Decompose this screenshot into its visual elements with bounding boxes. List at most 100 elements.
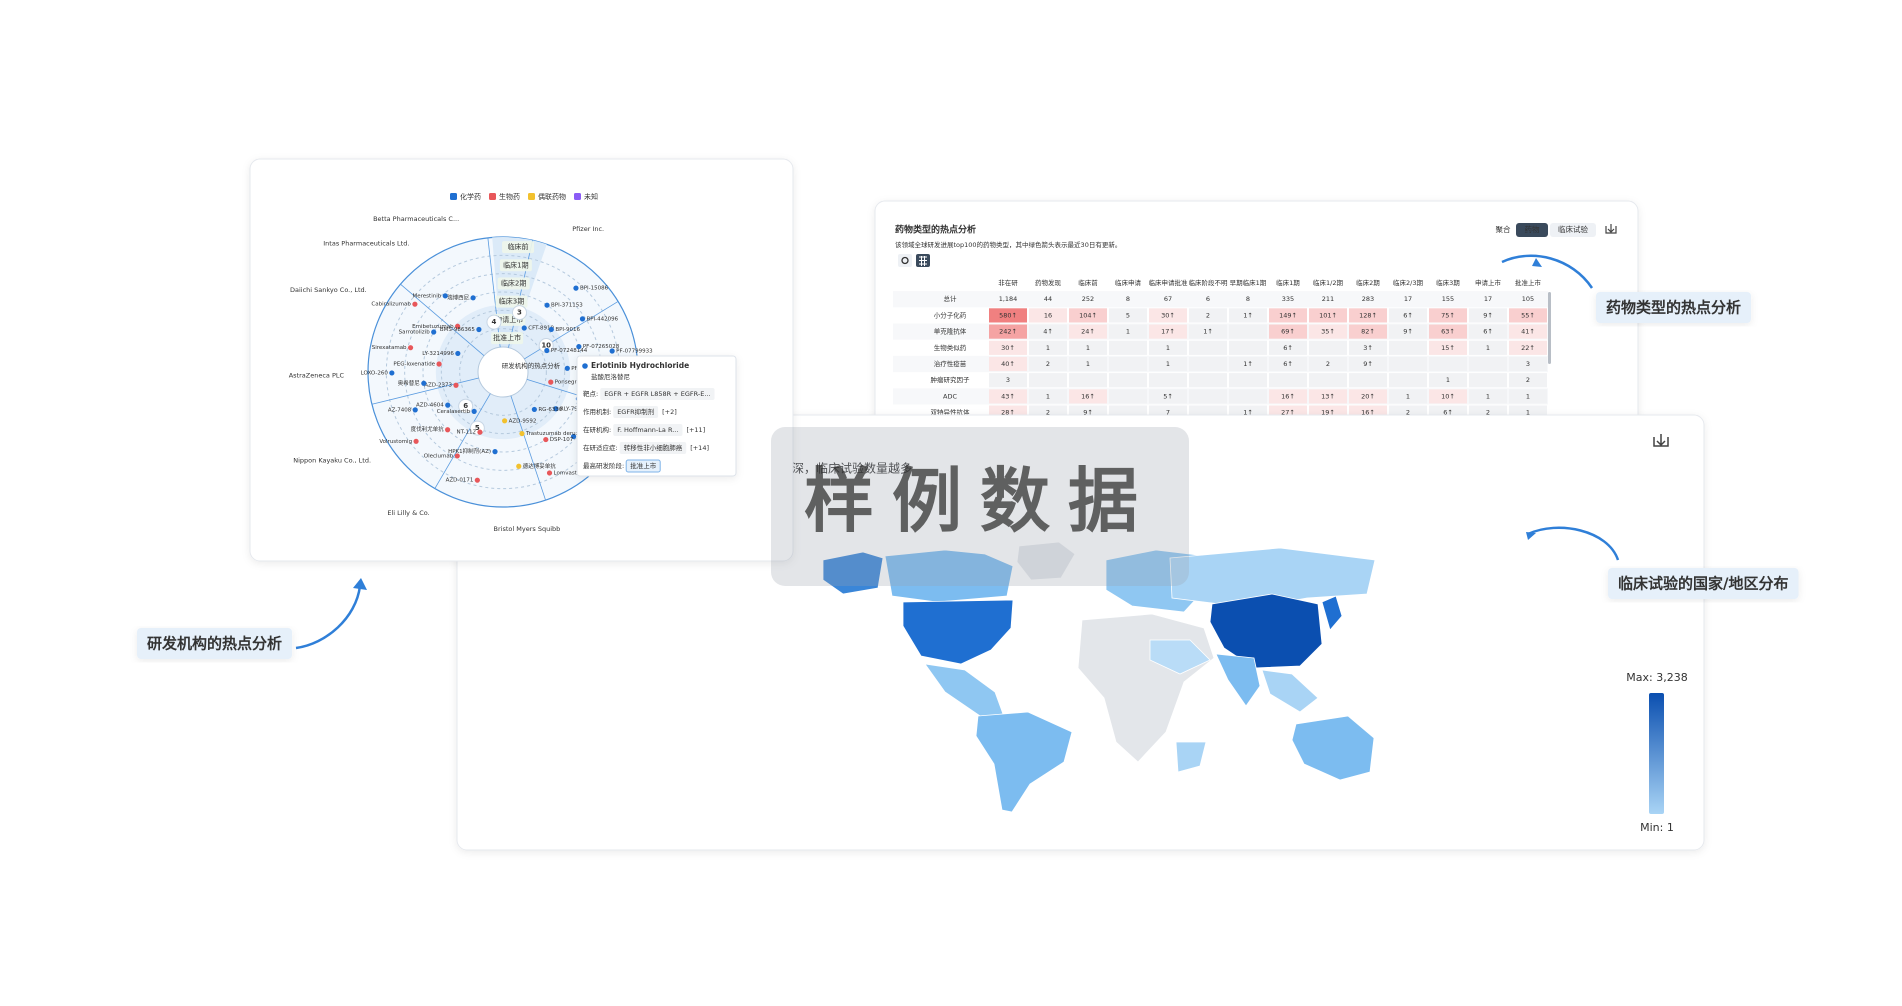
cell-value: 5↑ — [1163, 392, 1173, 400]
cell-value: 101↑ — [1319, 311, 1337, 319]
legend-swatch — [574, 193, 581, 200]
organization[interactable]: Intas Pharmaceuticals Ltd. — [323, 239, 409, 247]
cell-value: 9↑ — [1403, 328, 1413, 336]
cell-value: 1↑ — [1243, 360, 1253, 368]
cell-value: 43↑ — [1001, 392, 1015, 400]
drug-dot[interactable] — [544, 348, 549, 353]
toggle-option[interactable]: 临床试验 — [1558, 224, 1588, 234]
cell-value: 1 — [1486, 392, 1490, 400]
drug-dot[interactable] — [476, 327, 481, 332]
cell-value: 1 — [1166, 344, 1170, 352]
cell-value: 63↑ — [1441, 328, 1455, 336]
cell-value: 1 — [1486, 344, 1490, 352]
drug-dot[interactable] — [455, 351, 460, 356]
drug-dot[interactable] — [408, 345, 413, 350]
tooltip-more[interactable]: [+14] — [690, 444, 709, 452]
drug-dot[interactable] — [472, 409, 477, 414]
drug-dot[interactable] — [445, 427, 450, 432]
color-scale — [1649, 693, 1664, 814]
cell-value: 335 — [1282, 295, 1294, 303]
radial-card: 化学药生物药偶联药物未知临床前临床1期临床2期临床3期申请上市批准上市43105… — [250, 159, 793, 561]
stage-label: 临床前 — [508, 242, 529, 251]
organization[interactable]: Eli Lilly & Co. — [387, 509, 429, 517]
organization[interactable]: Pfizer Inc. — [572, 225, 604, 233]
tooltip-more[interactable]: [+2] — [662, 408, 677, 416]
heat-cell — [1189, 357, 1227, 371]
heat-cell — [1109, 357, 1147, 371]
drug-dot[interactable] — [453, 383, 458, 388]
drug-dot[interactable] — [519, 431, 524, 436]
drug-label: Sarrotolizib — [399, 330, 431, 336]
drug-dot[interactable] — [412, 302, 417, 307]
tooltip-more[interactable]: [+11] — [686, 426, 705, 434]
cell-value: 5 — [1126, 311, 1130, 319]
drug-dot[interactable] — [445, 403, 450, 408]
drug-label: Oleclumab — [424, 453, 454, 459]
drug-dot[interactable] — [413, 439, 418, 444]
heat-cell — [1229, 373, 1267, 387]
cell-value: 6↑ — [1283, 360, 1293, 368]
drug-dot[interactable] — [576, 344, 581, 349]
settings-button[interactable] — [898, 254, 912, 267]
drug-dot[interactable] — [436, 361, 441, 366]
toggle-option[interactable]: 药物 — [1525, 224, 1541, 234]
organization[interactable]: Daiichi Sankyo Co., Ltd. — [290, 286, 367, 294]
table-card: 药物类型的热点分析 该领域全球研发进展top100的药物类型，其中绿色箭头表示最… — [875, 201, 1638, 431]
cell-value: 580↑ — [999, 311, 1017, 319]
drug-dot[interactable] — [413, 407, 418, 412]
drug-dot[interactable] — [532, 407, 537, 412]
drug-dot[interactable] — [544, 303, 549, 308]
drug-dot[interactable] — [547, 470, 552, 475]
cell-value: 211 — [1322, 295, 1334, 303]
drug-dot[interactable] — [492, 449, 497, 454]
cell-value: 44 — [1044, 295, 1052, 303]
drug-dot[interactable] — [455, 453, 460, 458]
drug-dot[interactable] — [502, 418, 507, 423]
drug-dot[interactable] — [610, 348, 615, 353]
drug-label: BPI-15086 — [580, 286, 609, 292]
drug-dot[interactable] — [565, 366, 570, 371]
drug-dot[interactable] — [431, 329, 436, 334]
heat-cell — [1389, 341, 1427, 355]
drug-dot[interactable] — [573, 286, 578, 291]
organization[interactable]: Betta Pharmaceuticals C... — [373, 215, 459, 223]
cell-value: 2 — [1326, 360, 1330, 368]
organization[interactable]: Nippon Kayaku Co., Ltd. — [293, 457, 371, 465]
column-header: 批准上市 — [1515, 278, 1542, 287]
row-label: 总计 — [944, 294, 958, 303]
drug-dot[interactable] — [548, 380, 553, 385]
organization[interactable]: Bristol Myers Squibb — [494, 525, 561, 533]
drug-dot[interactable] — [471, 295, 476, 300]
drug-dot[interactable] — [580, 316, 585, 321]
drug-dot[interactable] — [549, 327, 554, 332]
drug-dot[interactable] — [522, 325, 527, 330]
drug-dot[interactable] — [516, 464, 521, 469]
arrow — [296, 586, 360, 648]
drug-dot[interactable] — [475, 478, 480, 483]
drug-dot[interactable] — [421, 381, 426, 386]
stage-label: 临床1期 — [503, 260, 528, 269]
cell-value: 1 — [1086, 360, 1090, 368]
cell-value: 13↑ — [1321, 392, 1335, 400]
organization[interactable]: AstraZeneca PLC — [289, 371, 345, 379]
cell-value: 8 — [1126, 295, 1130, 303]
cell-value: 6 — [1206, 295, 1210, 303]
legend-swatch — [528, 193, 535, 200]
cell-value: 149↑ — [1279, 311, 1297, 319]
heat-cell — [1309, 373, 1347, 387]
cell-value: 82↑ — [1361, 328, 1375, 336]
drug-label: AZD-2373 — [424, 383, 452, 389]
row-label: ADC — [943, 392, 957, 400]
cell-value: 252 — [1082, 295, 1094, 303]
cell-value: 3↑ — [1363, 344, 1373, 352]
cell-value: 30↑ — [1001, 344, 1015, 352]
drug-dot[interactable] — [477, 430, 482, 435]
cell-value: 4↑ — [1043, 328, 1053, 336]
drug-dot[interactable] — [543, 437, 548, 442]
callout-label: 临床试验的国家/地区分布 — [1618, 575, 1788, 593]
scale-min: Min: 1 — [1640, 821, 1674, 834]
card-title: 药物类型的热点分析 — [895, 224, 976, 236]
scrollbar — [1548, 292, 1551, 364]
drug-dot[interactable] — [389, 370, 394, 375]
column-header: 临床1/2期 — [1313, 278, 1343, 287]
